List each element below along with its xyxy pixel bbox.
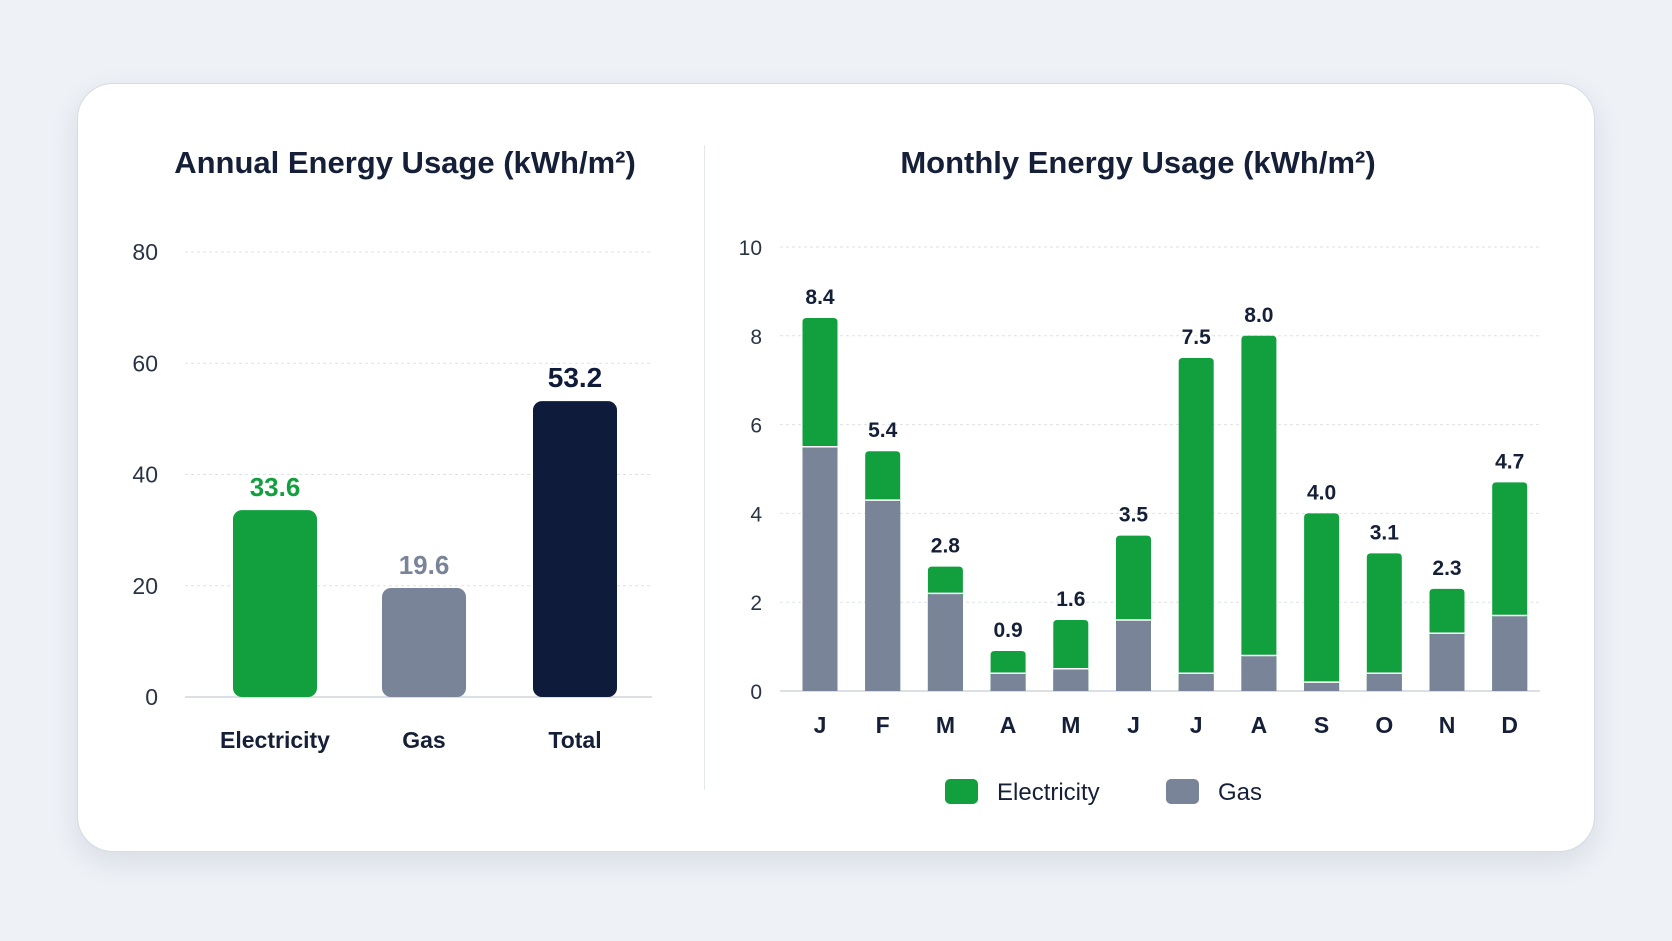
monthly-energy-chart: Monthly Energy Usage (kWh/m²) 0 2 4 6 8 10 8.… xyxy=(739,145,1540,806)
annual-value-label: 19.6 xyxy=(399,550,450,580)
monthly-total-label: 1.6 xyxy=(1056,588,1085,611)
annual-y-tick-label: 0 xyxy=(145,684,158,710)
annual-bars xyxy=(233,401,617,697)
monthly-gas-bar xyxy=(802,446,838,691)
annual-y-tick-label: 80 xyxy=(132,239,158,265)
monthly-total-label: 0.9 xyxy=(993,619,1022,642)
monthly-electricity-bar xyxy=(1178,358,1214,691)
monthly-gas-bar xyxy=(1492,615,1528,691)
legend-gas-swatch xyxy=(1166,779,1199,804)
annual-y-axis-ticks: 0 20 40 60 80 xyxy=(132,239,158,710)
monthly-grid xyxy=(780,246,1540,692)
annual-category-label: Gas xyxy=(402,727,445,753)
monthly-total-label: 5.4 xyxy=(868,419,898,442)
legend-gas-label: Gas xyxy=(1218,779,1262,806)
monthly-legend: Electricity Gas xyxy=(945,779,1262,806)
legend-electricity-label: Electricity xyxy=(997,779,1100,806)
monthly-bars xyxy=(802,318,1528,691)
monthly-total-label: 2.8 xyxy=(931,535,961,558)
monthly-gas-bar xyxy=(1366,673,1402,691)
monthly-y-tick-label: 0 xyxy=(750,681,762,704)
monthly-gas-bar xyxy=(1178,673,1214,691)
monthly-category-label: M xyxy=(1061,712,1080,738)
monthly-electricity-bar xyxy=(1366,553,1402,691)
annual-energy-chart: Annual Energy Usage (kWh/m²) 0 20 40 60 80 3… xyxy=(132,145,652,753)
chart-divider xyxy=(704,145,705,790)
monthly-total-label: 7.5 xyxy=(1182,326,1212,349)
monthly-y-tick-label: 6 xyxy=(750,415,762,438)
monthly-category-label: J xyxy=(1127,712,1140,738)
monthly-total-label: 4.0 xyxy=(1307,481,1336,504)
monthly-y-tick-label: 4 xyxy=(750,503,762,526)
monthly-gas-bar xyxy=(1429,633,1465,691)
annual-bar xyxy=(382,587,466,697)
monthly-total-label: 8.4 xyxy=(805,286,835,309)
monthly-category-label: D xyxy=(1501,712,1518,738)
annual-y-tick-label: 20 xyxy=(132,573,158,599)
annual-value-labels: 33.6 19.6 53.2 xyxy=(250,362,603,580)
monthly-category-label: M xyxy=(936,712,955,738)
monthly-category-label: S xyxy=(1314,712,1329,738)
annual-x-axis-labels: Electricity Gas Total xyxy=(220,727,602,753)
annual-chart-title: Annual Energy Usage (kWh/m²) xyxy=(174,145,636,180)
monthly-y-tick-label: 2 xyxy=(750,592,762,615)
monthly-category-label: J xyxy=(814,712,827,738)
annual-bar xyxy=(233,510,317,697)
monthly-y-tick-label: 8 xyxy=(750,326,762,349)
monthly-total-label: 2.3 xyxy=(1432,557,1461,580)
monthly-category-label: N xyxy=(1439,712,1456,738)
legend-electricity-swatch xyxy=(945,779,978,804)
annual-category-label: Electricity xyxy=(220,727,330,753)
annual-y-tick-label: 40 xyxy=(132,462,158,488)
monthly-category-label: J xyxy=(1190,712,1203,738)
monthly-gas-bar xyxy=(865,500,901,691)
monthly-gas-bar xyxy=(1053,668,1089,691)
monthly-gas-bar xyxy=(927,593,963,691)
annual-bar xyxy=(533,401,617,697)
annual-category-label: Total xyxy=(548,727,601,753)
monthly-category-label: O xyxy=(1375,712,1393,738)
monthly-gas-bar xyxy=(990,673,1026,691)
monthly-category-label: A xyxy=(1251,712,1268,738)
monthly-gas-bar xyxy=(1304,682,1340,691)
monthly-category-label: A xyxy=(1000,712,1017,738)
monthly-chart-title: Monthly Energy Usage (kWh/m²) xyxy=(900,145,1375,180)
annual-y-tick-label: 60 xyxy=(132,350,158,376)
annual-value-label: 33.6 xyxy=(250,472,301,502)
annual-value-label: 53.2 xyxy=(548,362,603,393)
monthly-y-axis-ticks: 0 2 4 6 8 10 xyxy=(739,237,763,704)
monthly-electricity-bar xyxy=(1304,513,1340,691)
monthly-total-labels: 8.4 5.4 2.8 0.9 1.6 3.5 7.5 8.0 4.0 3.1 2.3 4.7 xyxy=(805,286,1524,642)
monthly-gas-bar xyxy=(1116,619,1151,691)
monthly-category-label: F xyxy=(876,712,890,738)
monthly-total-label: 3.1 xyxy=(1370,521,1400,544)
monthly-electricity-bar xyxy=(1241,335,1277,691)
monthly-y-tick-label: 10 xyxy=(739,237,762,260)
monthly-total-label: 8.0 xyxy=(1244,304,1273,327)
monthly-total-label: 3.5 xyxy=(1119,504,1149,527)
monthly-total-label: 4.7 xyxy=(1495,450,1524,473)
monthly-gas-bar xyxy=(1241,655,1277,691)
